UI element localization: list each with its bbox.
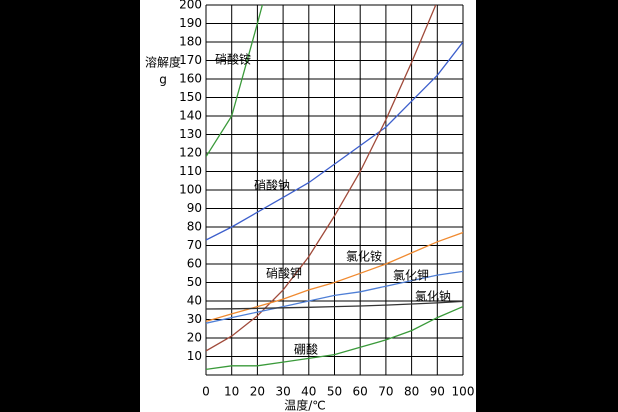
series-label: 硼酸: [294, 342, 318, 357]
y-tick-label: 120: [179, 146, 202, 160]
y-tick-label: 10: [187, 349, 202, 363]
y-tick-label: 130: [179, 127, 202, 141]
x-tick-label: 40: [301, 385, 316, 399]
y-tick-label: 60: [187, 257, 202, 271]
y-tick-label: 160: [179, 72, 202, 86]
y-tick-label: 110: [179, 164, 202, 178]
y-tick-label: 180: [179, 35, 202, 49]
y-tick-label: 170: [179, 53, 202, 67]
series-label: 氯化铵: [346, 249, 382, 264]
x-tick-label: 50: [327, 385, 342, 399]
series-label: 硝酸钠: [254, 178, 290, 193]
x-axis-label: 温度/℃: [284, 398, 326, 412]
y-tick-label: 30: [187, 312, 202, 326]
y-tick-label: 140: [179, 109, 202, 123]
y-tick-label: 70: [187, 238, 202, 252]
series-line: [206, 306, 463, 371]
y-tick-label: 190: [179, 16, 202, 30]
series-line: [206, 5, 437, 352]
x-tick-label: 80: [404, 385, 419, 399]
x-tick-label: 60: [353, 385, 368, 399]
series-line: [206, 270, 463, 324]
y-tick-label: 200: [179, 0, 202, 12]
x-tick-label: 70: [378, 385, 393, 399]
series-label: 氯化钾: [393, 269, 429, 283]
series-line: [206, 300, 463, 310]
y-axis-label: g: [159, 73, 167, 87]
series-line: [206, 5, 264, 158]
x-tick-label: 90: [430, 385, 445, 399]
x-tick-label: 100: [452, 385, 475, 399]
series-label: 硝酸铵: [215, 52, 251, 67]
chart-background: [140, 0, 476, 412]
series-line: [206, 41, 463, 241]
y-tick-label: 80: [187, 220, 202, 234]
x-tick-label: 20: [250, 385, 265, 399]
y-tick-label: 50: [187, 275, 202, 289]
y-axis-label: 溶解度: [145, 55, 181, 70]
y-tick-label: 150: [179, 90, 202, 104]
y-tick-label: 20: [187, 331, 202, 345]
y-tick-label: 40: [187, 294, 202, 308]
series-label: 硝酸钾: [266, 266, 302, 281]
x-tick-label: 10: [224, 385, 239, 399]
y-tick-label: 90: [187, 201, 202, 215]
series-label: 氯化钠: [415, 289, 451, 304]
y-tick-label: 100: [179, 183, 202, 197]
x-tick-label: 0: [202, 385, 210, 399]
x-tick-label: 30: [275, 385, 290, 399]
